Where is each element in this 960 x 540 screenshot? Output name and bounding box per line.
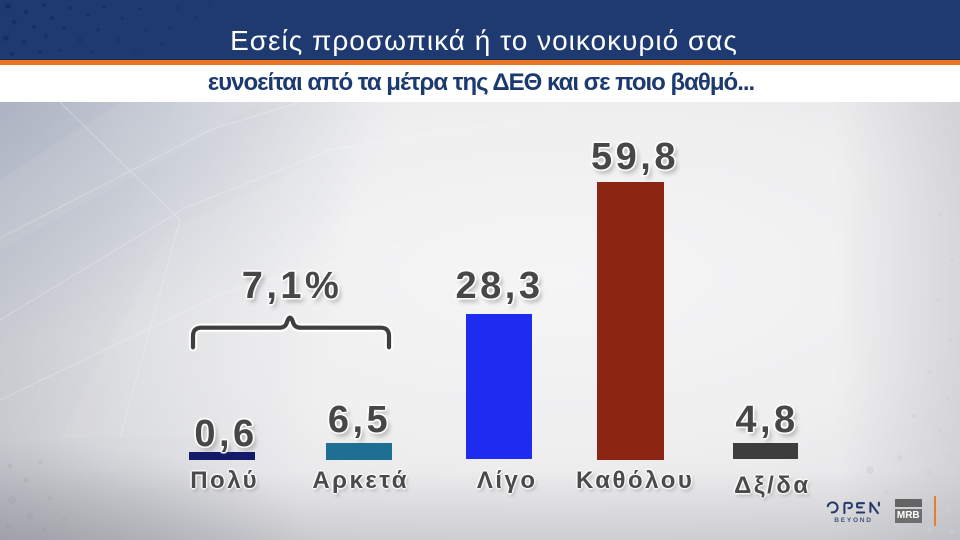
svg-text:BEYOND: BEYOND: [834, 517, 872, 524]
